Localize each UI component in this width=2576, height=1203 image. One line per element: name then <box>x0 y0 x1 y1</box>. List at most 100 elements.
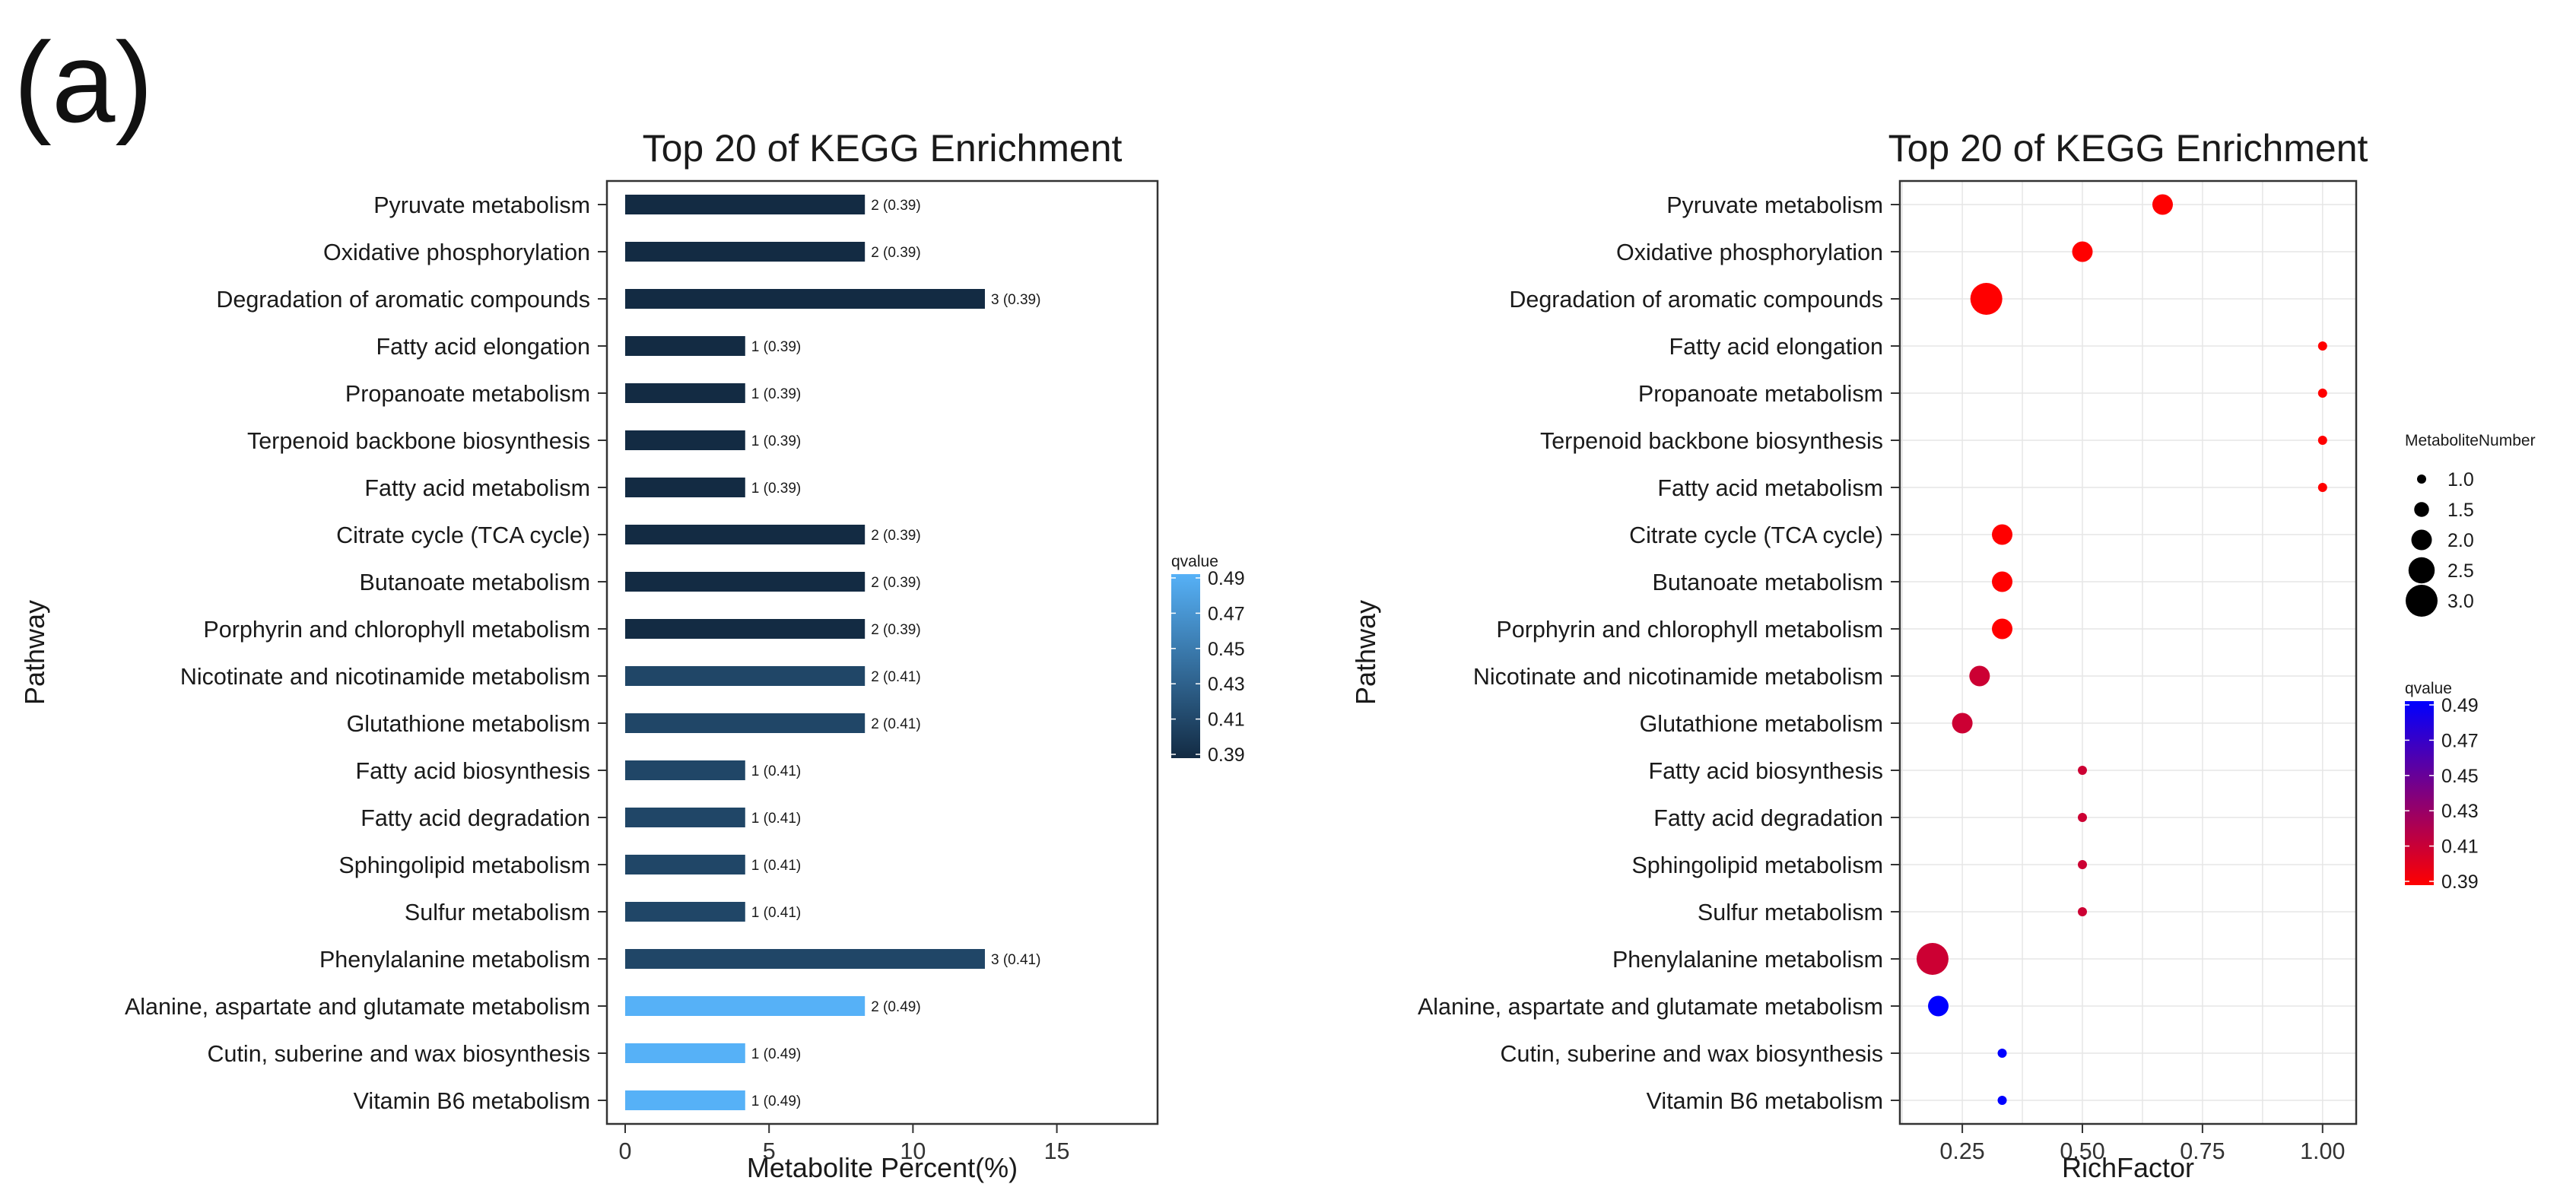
bar-category-label: Fatty acid biosynthesis <box>355 758 590 784</box>
figure-panel-label: (a) <box>14 18 153 146</box>
bubble-size-legend-dot <box>2414 502 2429 517</box>
bar-category-label: Oxidative phosphorylation <box>323 240 590 265</box>
bubble-point <box>2317 483 2327 492</box>
bar-category-label: Sulfur metabolism <box>405 900 590 925</box>
bar-x-tick-label: 0 <box>619 1138 632 1164</box>
bubble-category-label: Porphyrin and chlorophyll metabolism <box>1496 617 1883 643</box>
bubble-point <box>1928 995 1949 1017</box>
bar-value-label: 1 (0.39) <box>751 481 801 497</box>
bubble-category-label: Terpenoid backbone biosynthesis <box>1540 428 1883 454</box>
bubble-size-legend-dot <box>2411 529 2432 551</box>
bar-value-label: 1 (0.41) <box>751 905 801 921</box>
bar <box>625 478 745 497</box>
bubble-category-label: Sphingolipid metabolism <box>1631 852 1883 878</box>
bubble-size-legend-label: 1.0 <box>2447 469 2474 490</box>
bar-x-tick-label: 10 <box>900 1138 926 1164</box>
bar-category-label: Sphingolipid metabolism <box>338 852 590 878</box>
bubble-category-label: Fatty acid biosynthesis <box>1648 758 1883 784</box>
bar-x-tick-label: 15 <box>1044 1138 1070 1164</box>
bubble-x-tick-label: 1.00 <box>2300 1138 2345 1164</box>
bar-value-label: 2 (0.39) <box>871 575 920 591</box>
bubble-legend-colorbar <box>2405 701 2434 885</box>
bubble-point <box>2078 813 2087 822</box>
bar-legend-title: qvalue <box>1171 553 1218 570</box>
bar <box>625 383 745 403</box>
bubble-category-label: Oxidative phosphorylation <box>1616 240 1883 265</box>
bar <box>625 195 866 214</box>
bar-chart-title: Top 20 of KEGG Enrichment <box>643 127 1123 170</box>
bubble-category-label: Butanoate metabolism <box>1653 570 1883 595</box>
bubble-point <box>2078 766 2087 775</box>
bubble-point <box>1997 1096 2007 1105</box>
bubble-category-label: Fatty acid metabolism <box>1657 475 1883 501</box>
bubble-point <box>1970 283 2003 315</box>
bar <box>625 666 866 686</box>
bubble-category-label: Alanine, aspartate and glutamate metabol… <box>1418 994 1883 1020</box>
bar-category-label: Degradation of aromatic compounds <box>216 287 590 313</box>
bubble-size-legend-label: 3.0 <box>2447 591 2474 612</box>
bubble-size-legend-label: 2.5 <box>2447 560 2474 582</box>
bar-legend-tick-label: 0.45 <box>1208 639 1245 660</box>
bar <box>625 808 745 827</box>
bubble-point <box>1992 571 2013 592</box>
bar-value-label: 3 (0.41) <box>991 952 1040 968</box>
bar-category-label: Fatty acid elongation <box>376 334 590 360</box>
bubble-x-tick-label: 0.25 <box>1939 1138 1984 1164</box>
bar-value-label: 2 (0.39) <box>871 245 920 261</box>
bar-chart-panel <box>605 179 1159 1125</box>
bar-chart-kegg-enrichment: Top 20 of KEGG Enrichment Pyruvate metabo… <box>19 127 1245 1183</box>
bar-category-label: Propanoate metabolism <box>345 381 590 407</box>
bar <box>625 242 866 262</box>
bubble-category-label: Phenylalanine metabolism <box>1612 947 1883 973</box>
bar-category-label: Alanine, aspartate and glutamate metabol… <box>125 994 590 1020</box>
bar-category-label: Vitamin B6 metabolism <box>354 1088 590 1114</box>
bar-x-axis-title: Metabolite Percent(%) <box>747 1152 1018 1183</box>
bubble-size-legend-dot <box>2406 585 2438 617</box>
bubble-size-legend-label: 2.0 <box>2447 530 2474 551</box>
bar-category-label: Fatty acid metabolism <box>364 475 590 501</box>
bar-value-label: 1 (0.49) <box>751 1046 801 1062</box>
bar <box>625 902 745 922</box>
bar <box>625 855 745 874</box>
bar <box>625 949 985 969</box>
bar <box>625 336 745 356</box>
bar-legend-tick-label: 0.41 <box>1208 709 1245 731</box>
bubble-point <box>1952 713 1973 734</box>
bar-legend-tick-label: 0.43 <box>1208 674 1245 695</box>
bar-value-label: 1 (0.39) <box>751 339 801 355</box>
bar-legend-tick-label: 0.49 <box>1208 568 1245 589</box>
bar-category-label: Glutathione metabolism <box>347 711 590 737</box>
bubble-category-label: Fatty acid degradation <box>1653 805 1883 831</box>
bubble-point <box>1992 524 2013 545</box>
bar <box>625 572 866 592</box>
bubble-category-label: Pyruvate metabolism <box>1666 192 1883 218</box>
bar <box>625 996 866 1016</box>
bar-value-label: 1 (0.41) <box>751 763 801 779</box>
bubble-point <box>2317 436 2327 445</box>
bar <box>625 713 866 733</box>
bubble-chart-title: Top 20 of KEGG Enrichment <box>1888 127 2368 170</box>
bar-category-label: Terpenoid backbone biosynthesis <box>247 428 590 454</box>
bubble-point <box>2072 241 2093 262</box>
bubble-point <box>1916 943 1949 975</box>
bar-value-label: 1 (0.41) <box>751 811 801 827</box>
bubble-x-axis-title: RichFactor <box>2062 1152 2194 1183</box>
bar <box>625 760 745 780</box>
bar-category-label: Nicotinate and nicotinamide metabolism <box>180 664 590 690</box>
bar-value-label: 2 (0.39) <box>871 528 920 544</box>
bubble-legend-tick-label: 0.39 <box>2441 871 2479 893</box>
bubble-legend-tick-label: 0.47 <box>2441 730 2479 751</box>
bar-value-label: 1 (0.41) <box>751 858 801 874</box>
bubble-category-label: Vitamin B6 metabolism <box>1647 1088 1883 1114</box>
bar-category-label: Citrate cycle (TCA cycle) <box>336 522 590 548</box>
bar-category-label: Phenylalanine metabolism <box>319 947 590 973</box>
bubble-point <box>1992 618 2013 640</box>
bubble-category-label: Sulfur metabolism <box>1698 900 1883 925</box>
bubble-size-legend-dot <box>2408 557 2435 584</box>
bubble-point <box>1969 665 1990 687</box>
bubble-y-axis-title: Pathway <box>1350 600 1381 705</box>
bubble-point <box>2317 389 2327 398</box>
bubble-size-legend-title: MetaboliteNumber <box>2405 432 2536 449</box>
